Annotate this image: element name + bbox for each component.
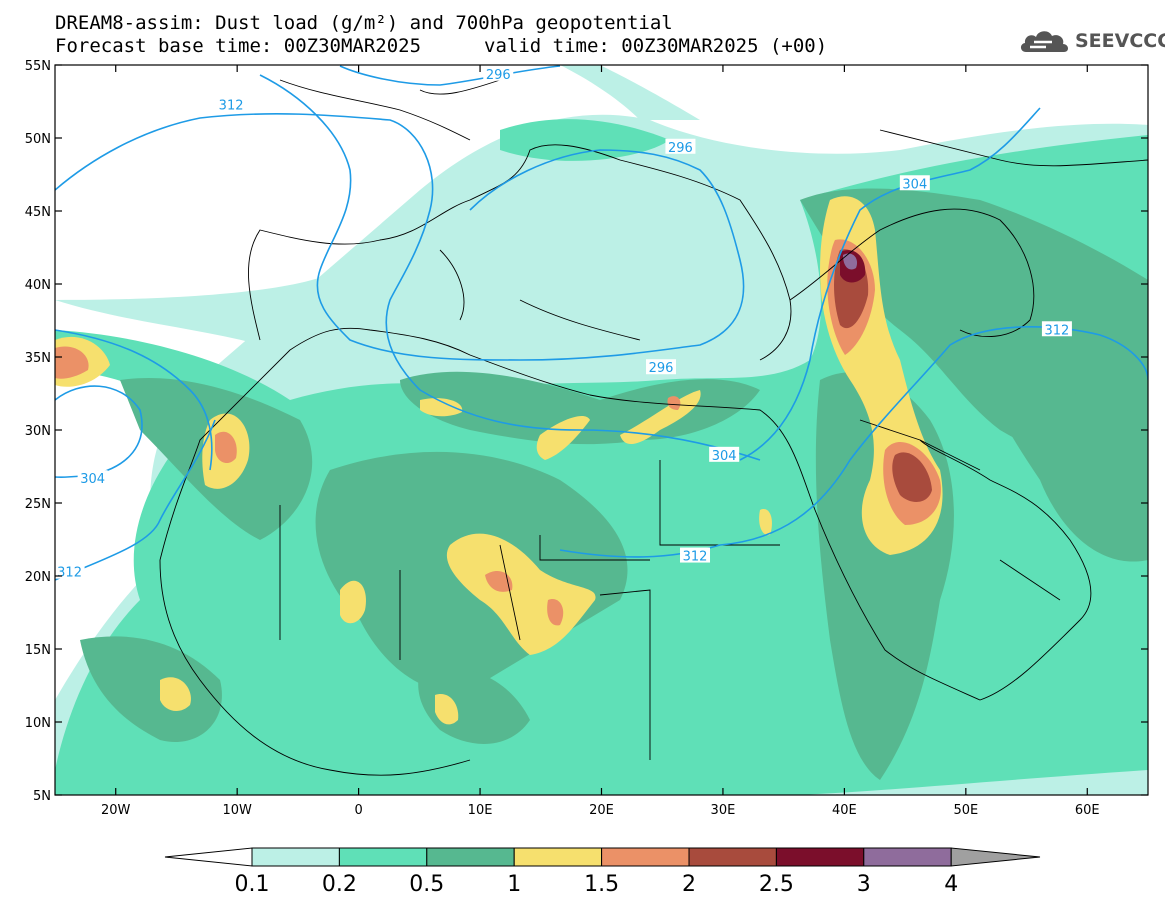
contour-label: 312 xyxy=(219,98,244,113)
contour-label: 304 xyxy=(902,177,927,192)
lon-tick-label: 60E xyxy=(1075,803,1100,818)
colorbar-segment xyxy=(251,847,340,867)
colorbar-level-label: 2.5 xyxy=(758,872,794,897)
lat-tick-label: 15N xyxy=(25,643,51,658)
colorbar-level-label: 4 xyxy=(944,872,959,897)
lon-tick-label: 10E xyxy=(468,803,493,818)
colorbar-level-label: 0.5 xyxy=(409,872,445,897)
colorbar-lower-arrow xyxy=(164,847,253,867)
lon-tick-label: 10W xyxy=(222,803,252,818)
colorbar-level-label: 0.1 xyxy=(234,872,270,897)
forecast-times: Forecast base time: 00Z30MAR2025 valid ti… xyxy=(55,35,827,57)
colorbar-segment xyxy=(601,847,690,867)
latitude-axis: 55N 50N 45N 40N 35N 30N 25N 20N 15N 10N 5N xyxy=(25,59,1148,804)
colorbar-level-label: 1 xyxy=(507,872,522,897)
colorbar-segment xyxy=(513,847,603,867)
lon-tick-label: 20W xyxy=(101,803,131,818)
lat-tick-label: 5N xyxy=(33,789,51,804)
cloud-icon xyxy=(1020,31,1069,52)
lat-tick-label: 35N xyxy=(25,351,51,366)
contour-label: 304 xyxy=(712,449,737,464)
colorbar-level-label: 2 xyxy=(682,872,696,897)
lat-tick-label: 10N xyxy=(25,716,51,731)
colorbar-segment xyxy=(426,847,515,867)
contour-label-bg xyxy=(1041,321,1072,337)
logo-text: SEEVCCC xyxy=(1075,30,1165,52)
lon-tick-label: 20E xyxy=(589,803,614,818)
colorbar-level-label: 0.2 xyxy=(321,872,357,897)
contour-label: 312 xyxy=(1045,323,1070,338)
colorbar-segment xyxy=(775,847,865,867)
contour-label-bg xyxy=(899,175,930,191)
lon-tick-label: 40E xyxy=(832,803,857,818)
contour-labels: 312 296 296 304 312 296 304 312 304 312 xyxy=(54,65,1072,581)
contour-label: 296 xyxy=(649,361,674,376)
colorbar-level-label: 3 xyxy=(856,872,871,897)
contour-label-bg xyxy=(709,446,740,462)
contour-label: 312 xyxy=(683,550,708,565)
contour-label: 296 xyxy=(486,68,511,83)
lat-tick-label: 50N xyxy=(25,132,51,147)
dust-field xyxy=(55,65,1148,795)
colorbar-upper-arrow xyxy=(950,847,1041,867)
lat-tick-label: 25N xyxy=(25,497,51,512)
base-time: Forecast base time: 00Z30MAR2025 xyxy=(55,35,422,57)
longitude-axis: 20W 10W 0 10E 20E 30E 40E 50E 60E xyxy=(101,65,1100,818)
lat-tick-label: 20N xyxy=(25,570,51,585)
colorbar-segment xyxy=(863,847,952,867)
lon-tick-label: 50E xyxy=(953,803,978,818)
contour-label-bg xyxy=(216,96,247,112)
contour-label: 312 xyxy=(57,566,82,581)
contour-label-bg xyxy=(77,470,108,486)
contour-label-bg xyxy=(680,547,711,563)
lon-tick-label: 0 xyxy=(354,803,362,818)
lat-tick-label: 40N xyxy=(25,278,51,293)
contour-label-bg xyxy=(483,65,514,81)
map-title: DREAM8-assim: Dust load (g/m²) and 700hP… xyxy=(55,12,673,34)
valid-time: valid time: 00Z30MAR2025 (+00) xyxy=(484,35,828,57)
lon-tick-label: 30E xyxy=(711,803,736,818)
lat-tick-label: 45N xyxy=(25,205,51,220)
colorbar-segment xyxy=(338,847,428,867)
colorbar-segment xyxy=(688,847,777,867)
contour-label: 296 xyxy=(668,141,693,156)
coastlines xyxy=(159,79,1148,776)
contour-label-bg xyxy=(54,563,85,579)
contour-label-bg xyxy=(646,359,677,375)
seevccc-logo: SEEVCCC xyxy=(1018,26,1165,56)
lat-tick-label: 55N xyxy=(25,59,51,74)
colorbar xyxy=(164,847,1041,867)
geopotential-contours xyxy=(55,65,1148,581)
colorbar-level-label: 1.5 xyxy=(584,872,620,897)
lat-tick-label: 30N xyxy=(25,424,51,439)
contour-label-bg xyxy=(665,138,696,154)
contour-label: 304 xyxy=(80,472,105,487)
